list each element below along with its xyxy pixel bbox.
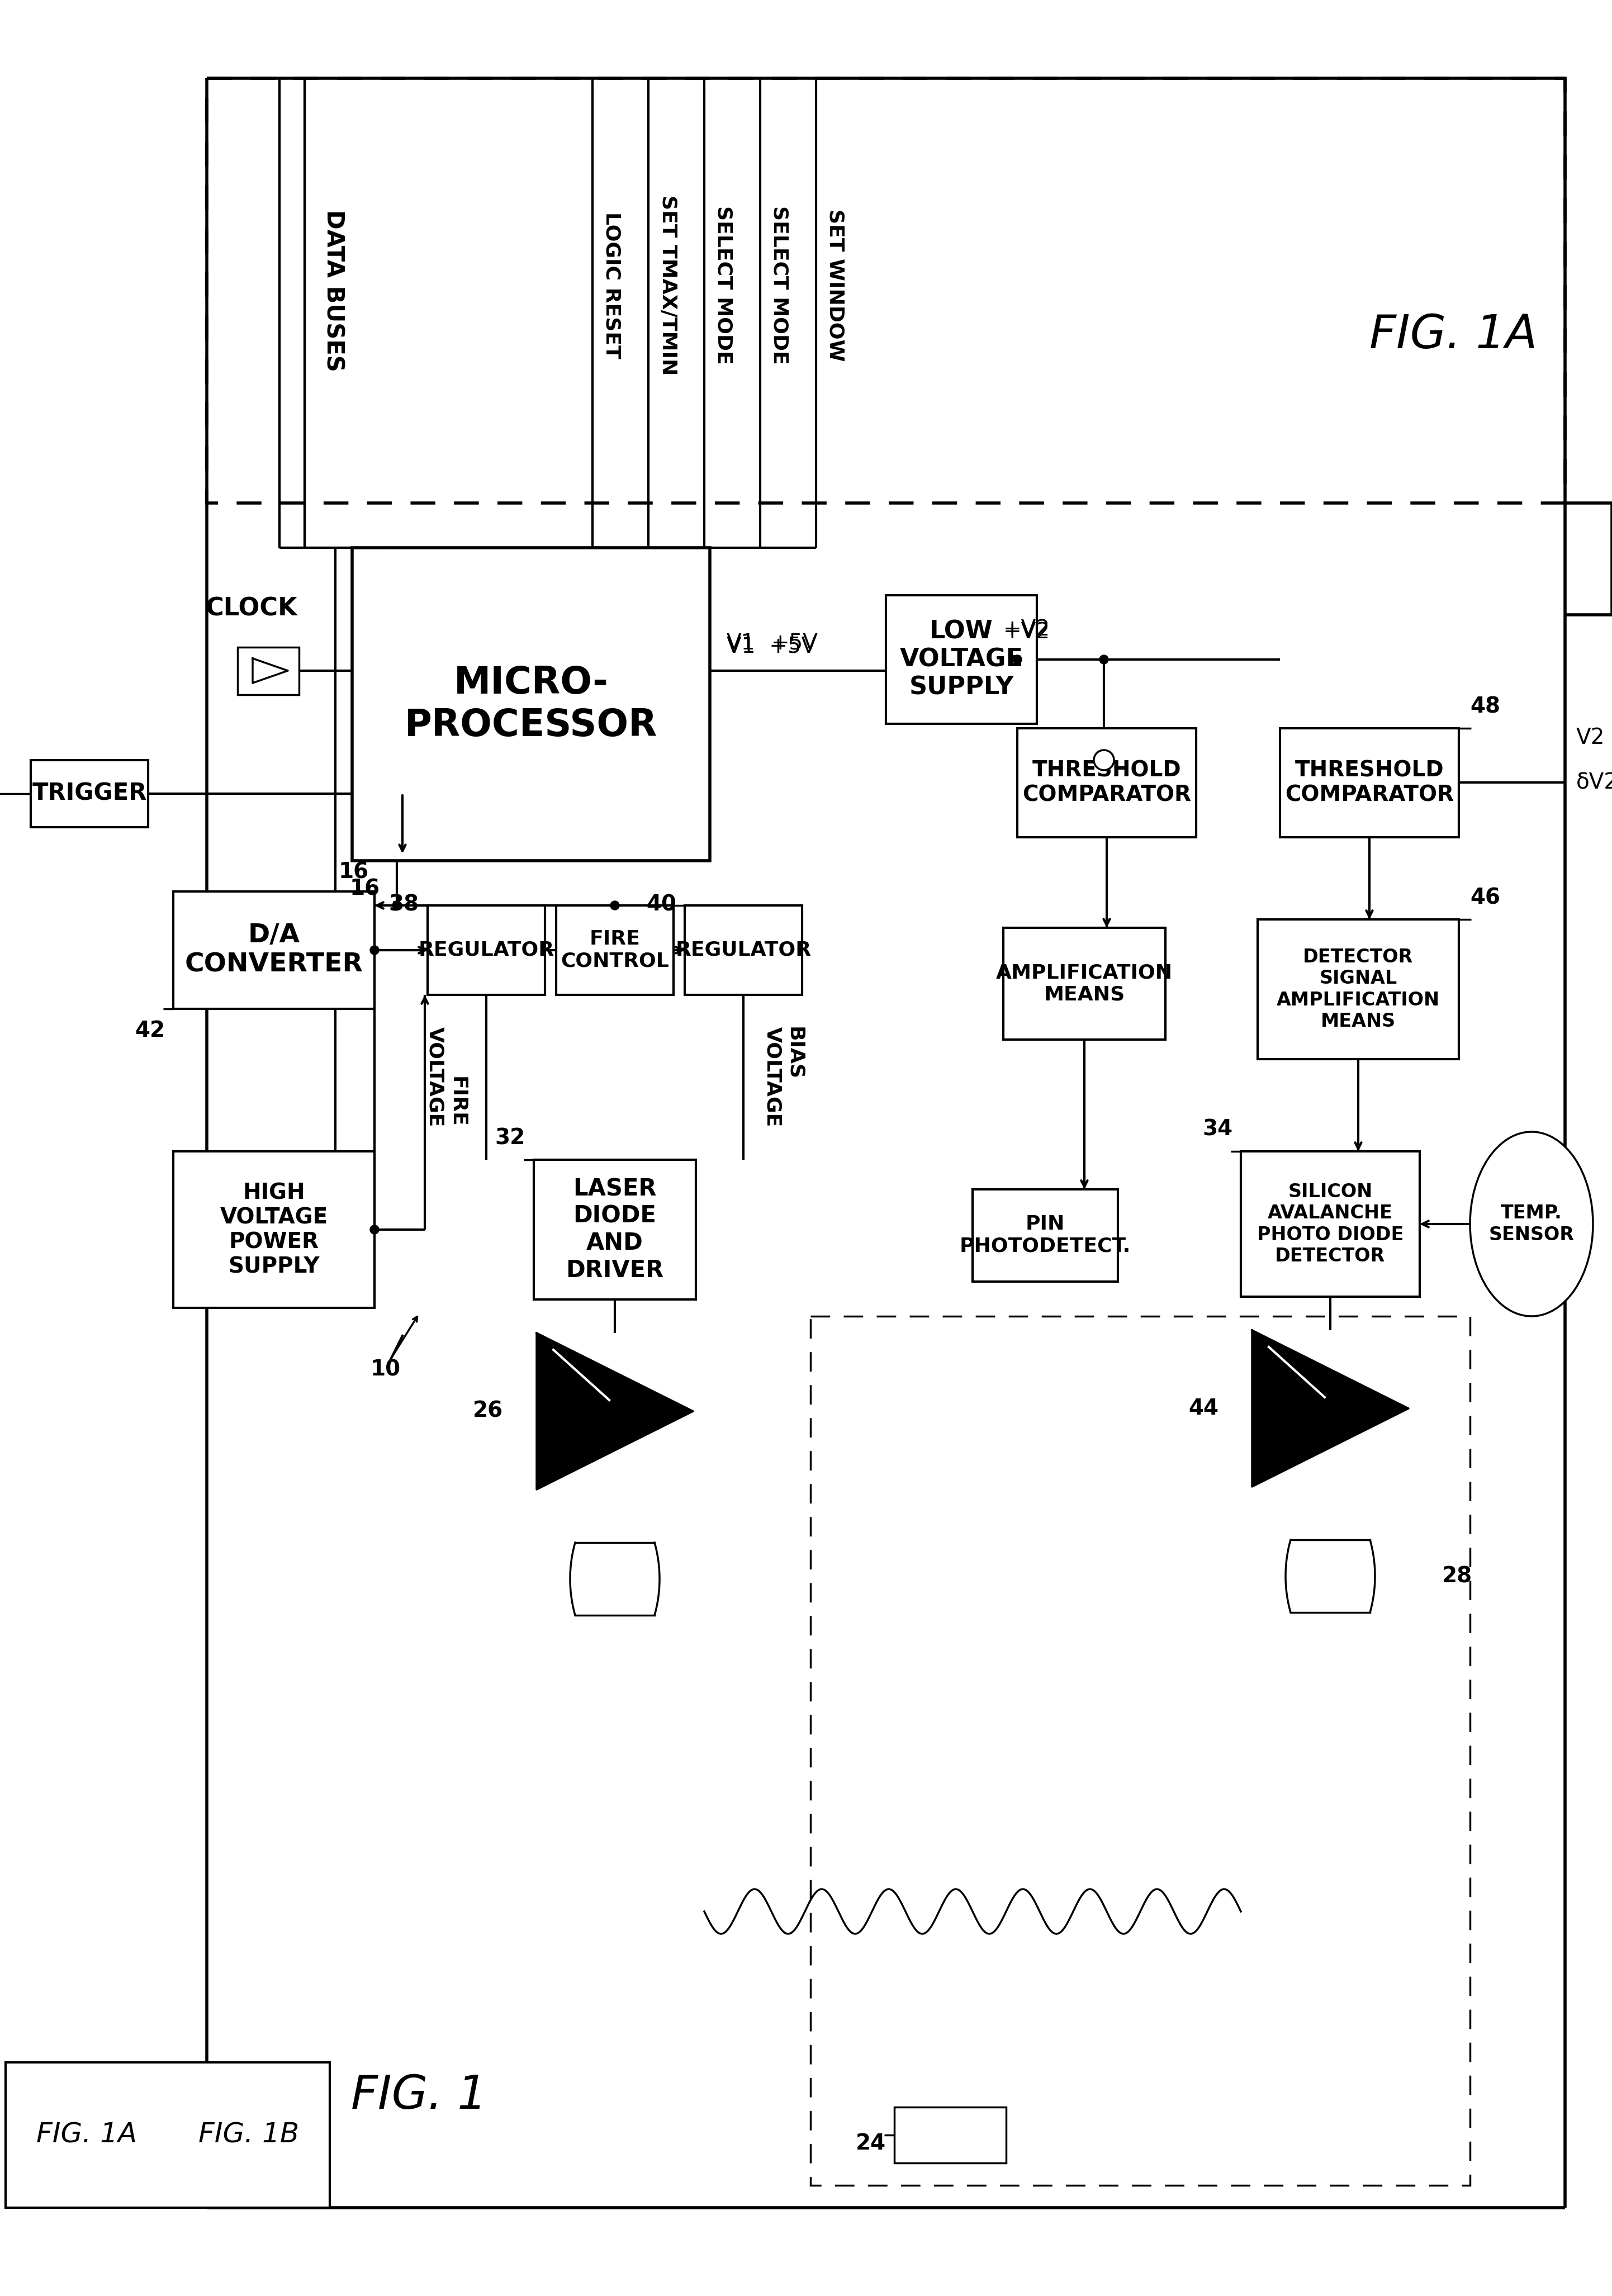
Text: 48: 48 <box>1470 696 1501 716</box>
Text: FIG. 1: FIG. 1 <box>351 2073 487 2119</box>
Text: +V2: +V2 <box>1003 618 1051 641</box>
Text: SELECT MODE: SELECT MODE <box>771 207 790 365</box>
Text: LOW
VOLTAGE
SUPPLY: LOW VOLTAGE SUPPLY <box>899 620 1024 700</box>
Text: SELECT MODE: SELECT MODE <box>714 207 733 365</box>
Text: SET TMAX/TMIN: SET TMAX/TMIN <box>658 195 677 374</box>
FancyBboxPatch shape <box>972 1189 1117 1281</box>
Text: REGULATOR: REGULATOR <box>675 941 811 960</box>
Text: 28: 28 <box>1443 1566 1472 1587</box>
FancyBboxPatch shape <box>556 905 674 994</box>
Text: 32: 32 <box>495 1127 526 1148</box>
Text: DATA BUSES: DATA BUSES <box>321 209 345 372</box>
Text: 44: 44 <box>1188 1398 1219 1419</box>
Text: V1  +5V: V1 +5V <box>727 636 816 657</box>
Circle shape <box>1012 654 1022 664</box>
FancyBboxPatch shape <box>31 760 148 827</box>
FancyBboxPatch shape <box>895 2108 1006 2163</box>
FancyBboxPatch shape <box>172 891 374 1008</box>
Text: BIAS
VOLTAGE: BIAS VOLTAGE <box>762 1026 804 1127</box>
FancyBboxPatch shape <box>1257 918 1459 1058</box>
Text: PIN
PHOTODETECT.: PIN PHOTODETECT. <box>959 1215 1130 1256</box>
FancyBboxPatch shape <box>1003 928 1165 1040</box>
Text: +V2: +V2 <box>1003 622 1051 643</box>
Text: FIG. 1A: FIG. 1A <box>1369 312 1538 358</box>
Text: 26: 26 <box>472 1401 503 1421</box>
Text: FIG. 1A: FIG. 1A <box>37 2122 137 2149</box>
Text: TEMP.
SENSOR: TEMP. SENSOR <box>1489 1203 1575 1244</box>
Ellipse shape <box>1470 1132 1593 1316</box>
FancyBboxPatch shape <box>887 595 1037 723</box>
Text: 10: 10 <box>371 1359 401 1380</box>
Text: FIRE
CONTROL: FIRE CONTROL <box>561 930 669 971</box>
Text: 40: 40 <box>646 893 677 916</box>
FancyBboxPatch shape <box>1280 728 1459 838</box>
Text: V1: V1 <box>727 634 756 654</box>
Text: REGULATOR: REGULATOR <box>419 941 555 960</box>
Text: 16: 16 <box>339 861 369 882</box>
Text: 34: 34 <box>1203 1118 1233 1141</box>
FancyBboxPatch shape <box>1017 728 1196 838</box>
Text: HIGH
VOLTAGE
POWER
SUPPLY: HIGH VOLTAGE POWER SUPPLY <box>219 1182 327 1277</box>
Circle shape <box>1099 654 1109 664</box>
FancyBboxPatch shape <box>1241 1150 1420 1297</box>
Text: 42: 42 <box>135 1019 164 1042</box>
Text: AMPLIFICATION
MEANS: AMPLIFICATION MEANS <box>996 962 1172 1003</box>
FancyBboxPatch shape <box>237 647 300 693</box>
Text: δV2: δV2 <box>1577 771 1612 792</box>
Circle shape <box>611 900 619 909</box>
Text: FIG. 1B: FIG. 1B <box>198 2122 300 2149</box>
Text: TRIGGER: TRIGGER <box>32 783 147 806</box>
Circle shape <box>371 1226 379 1233</box>
Text: LOGIC RESET: LOGIC RESET <box>603 211 622 358</box>
FancyBboxPatch shape <box>534 1159 696 1300</box>
FancyBboxPatch shape <box>685 905 803 994</box>
FancyBboxPatch shape <box>5 2062 330 2209</box>
Polygon shape <box>537 1334 693 1490</box>
Circle shape <box>392 900 401 909</box>
FancyBboxPatch shape <box>427 905 545 994</box>
Text: 38: 38 <box>388 893 419 916</box>
FancyBboxPatch shape <box>351 549 709 861</box>
Text: FIRE
VOLTAGE: FIRE VOLTAGE <box>426 1026 467 1127</box>
Text: 24: 24 <box>856 2133 887 2154</box>
Text: LASER
DIODE
AND
DRIVER: LASER DIODE AND DRIVER <box>566 1178 664 1281</box>
Text: D/A
CONVERTER: D/A CONVERTER <box>185 923 363 978</box>
Text: DETECTOR
SIGNAL
AMPLIFICATION
MEANS: DETECTOR SIGNAL AMPLIFICATION MEANS <box>1277 948 1440 1031</box>
Text: 46: 46 <box>1470 886 1501 909</box>
Polygon shape <box>1253 1329 1409 1488</box>
FancyBboxPatch shape <box>172 1150 374 1309</box>
Circle shape <box>371 946 379 955</box>
Text: V2: V2 <box>1577 728 1606 748</box>
Text: +5V: +5V <box>772 634 819 654</box>
Text: THRESHOLD
COMPARATOR: THRESHOLD COMPARATOR <box>1022 760 1191 806</box>
Text: THRESHOLD
COMPARATOR: THRESHOLD COMPARATOR <box>1285 760 1454 806</box>
Text: MICRO-
PROCESSOR: MICRO- PROCESSOR <box>405 664 658 744</box>
Text: SET WINDOW: SET WINDOW <box>825 209 845 360</box>
Text: SILICON
AVALANCHE
PHOTO DIODE
DETECTOR: SILICON AVALANCHE PHOTO DIODE DETECTOR <box>1257 1182 1404 1265</box>
Text: CLOCK: CLOCK <box>205 597 298 620</box>
Circle shape <box>1095 751 1114 769</box>
Text: 16: 16 <box>350 877 380 900</box>
